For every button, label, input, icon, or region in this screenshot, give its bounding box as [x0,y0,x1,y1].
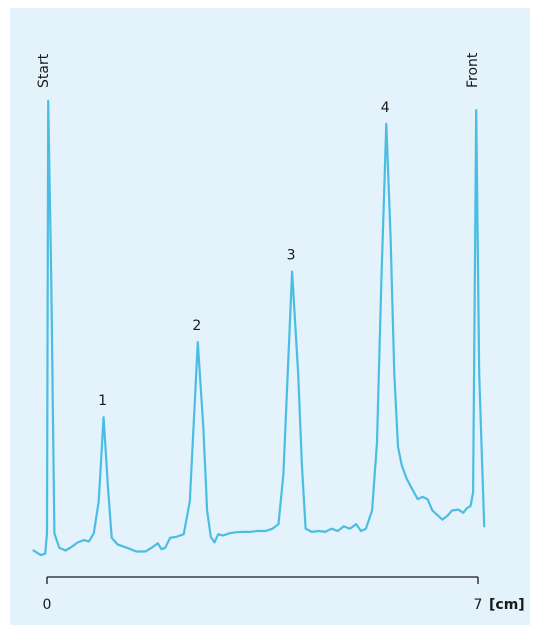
x-tick-label: 7 [474,597,483,613]
x-axis: 0 7 [cm] [43,576,525,613]
chromatogram-chart: 0 7 [cm] Start Front 1 2 3 4 [32,52,525,613]
marker-label-front: Front [465,52,481,88]
x-unit-label: [cm] [489,597,525,613]
peak-label: 1 [98,393,107,409]
x-tick-label: 0 [43,597,52,613]
series-group [32,99,486,557]
label-group: Start Front 1 2 3 4 [36,52,481,409]
peak-label: 2 [192,318,201,334]
chart-panel: 0 7 [cm] Start Front 1 2 3 4 [10,8,530,625]
marker-label-start: Start [36,53,52,88]
peak-label: 3 [287,248,296,264]
peak-label: 4 [381,100,390,116]
chromatogram-line [32,99,486,557]
